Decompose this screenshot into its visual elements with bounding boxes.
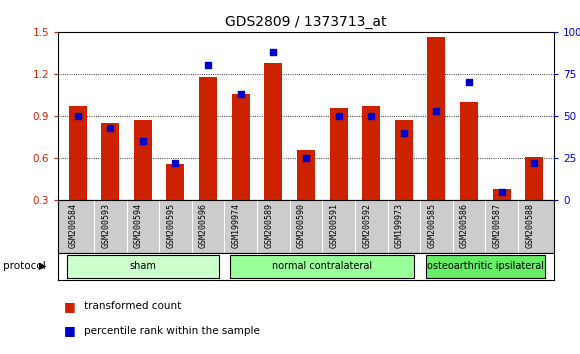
Text: GSM200587: GSM200587 [492,202,502,248]
Bar [493,189,510,200]
Text: GSM200591: GSM200591 [329,202,339,248]
Text: sham: sham [129,261,156,272]
Text: GSM200590: GSM200590 [297,202,306,248]
Point [399,130,408,136]
FancyBboxPatch shape [426,255,545,278]
Title: GDS2809 / 1373713_at: GDS2809 / 1373713_at [225,16,387,29]
Bar [264,63,282,200]
Text: GSM200586: GSM200586 [460,202,469,248]
Text: normal contralateral: normal contralateral [272,261,372,272]
Point [269,49,278,55]
Bar [460,102,478,200]
Bar [199,77,217,200]
Text: GSM200594: GSM200594 [134,202,143,248]
Point [497,189,506,194]
Bar [232,93,249,200]
Text: GSM200596: GSM200596 [199,202,208,248]
Text: GSM200592: GSM200592 [362,202,371,248]
Text: percentile rank within the sample: percentile rank within the sample [84,326,260,336]
Bar [134,120,152,200]
FancyBboxPatch shape [230,255,415,278]
Text: osteoarthritic ipsilateral: osteoarthritic ipsilateral [427,261,544,272]
Text: ▶: ▶ [39,261,47,271]
Bar [362,106,380,200]
Text: GSM199973: GSM199973 [395,202,404,248]
Point [138,138,147,144]
Bar [525,156,543,200]
Bar [166,164,184,200]
Point [302,155,311,161]
Text: GSM200593: GSM200593 [101,202,110,248]
Text: GSM200588: GSM200588 [525,202,534,248]
Text: protocol: protocol [3,261,46,271]
Bar [427,38,445,200]
Point [432,108,441,114]
Point [106,125,115,131]
Point [204,63,213,68]
Bar [329,108,347,200]
Text: ■: ■ [64,300,75,313]
Bar [297,149,315,200]
Text: ■: ■ [64,325,75,337]
Bar [68,106,86,200]
FancyBboxPatch shape [67,255,219,278]
Point [171,160,180,166]
Point [367,113,376,119]
Point [465,80,474,85]
Text: GSM200595: GSM200595 [166,202,175,248]
Bar [102,123,119,200]
Point [236,91,245,97]
Text: GSM199974: GSM199974 [231,202,241,248]
Point [530,160,539,166]
Text: GSM200585: GSM200585 [427,202,436,248]
Point [73,113,82,119]
Text: GSM200589: GSM200589 [264,202,273,248]
Bar [395,120,413,200]
Text: transformed count: transformed count [84,301,182,311]
Point [334,113,343,119]
Text: GSM200584: GSM200584 [68,202,78,248]
